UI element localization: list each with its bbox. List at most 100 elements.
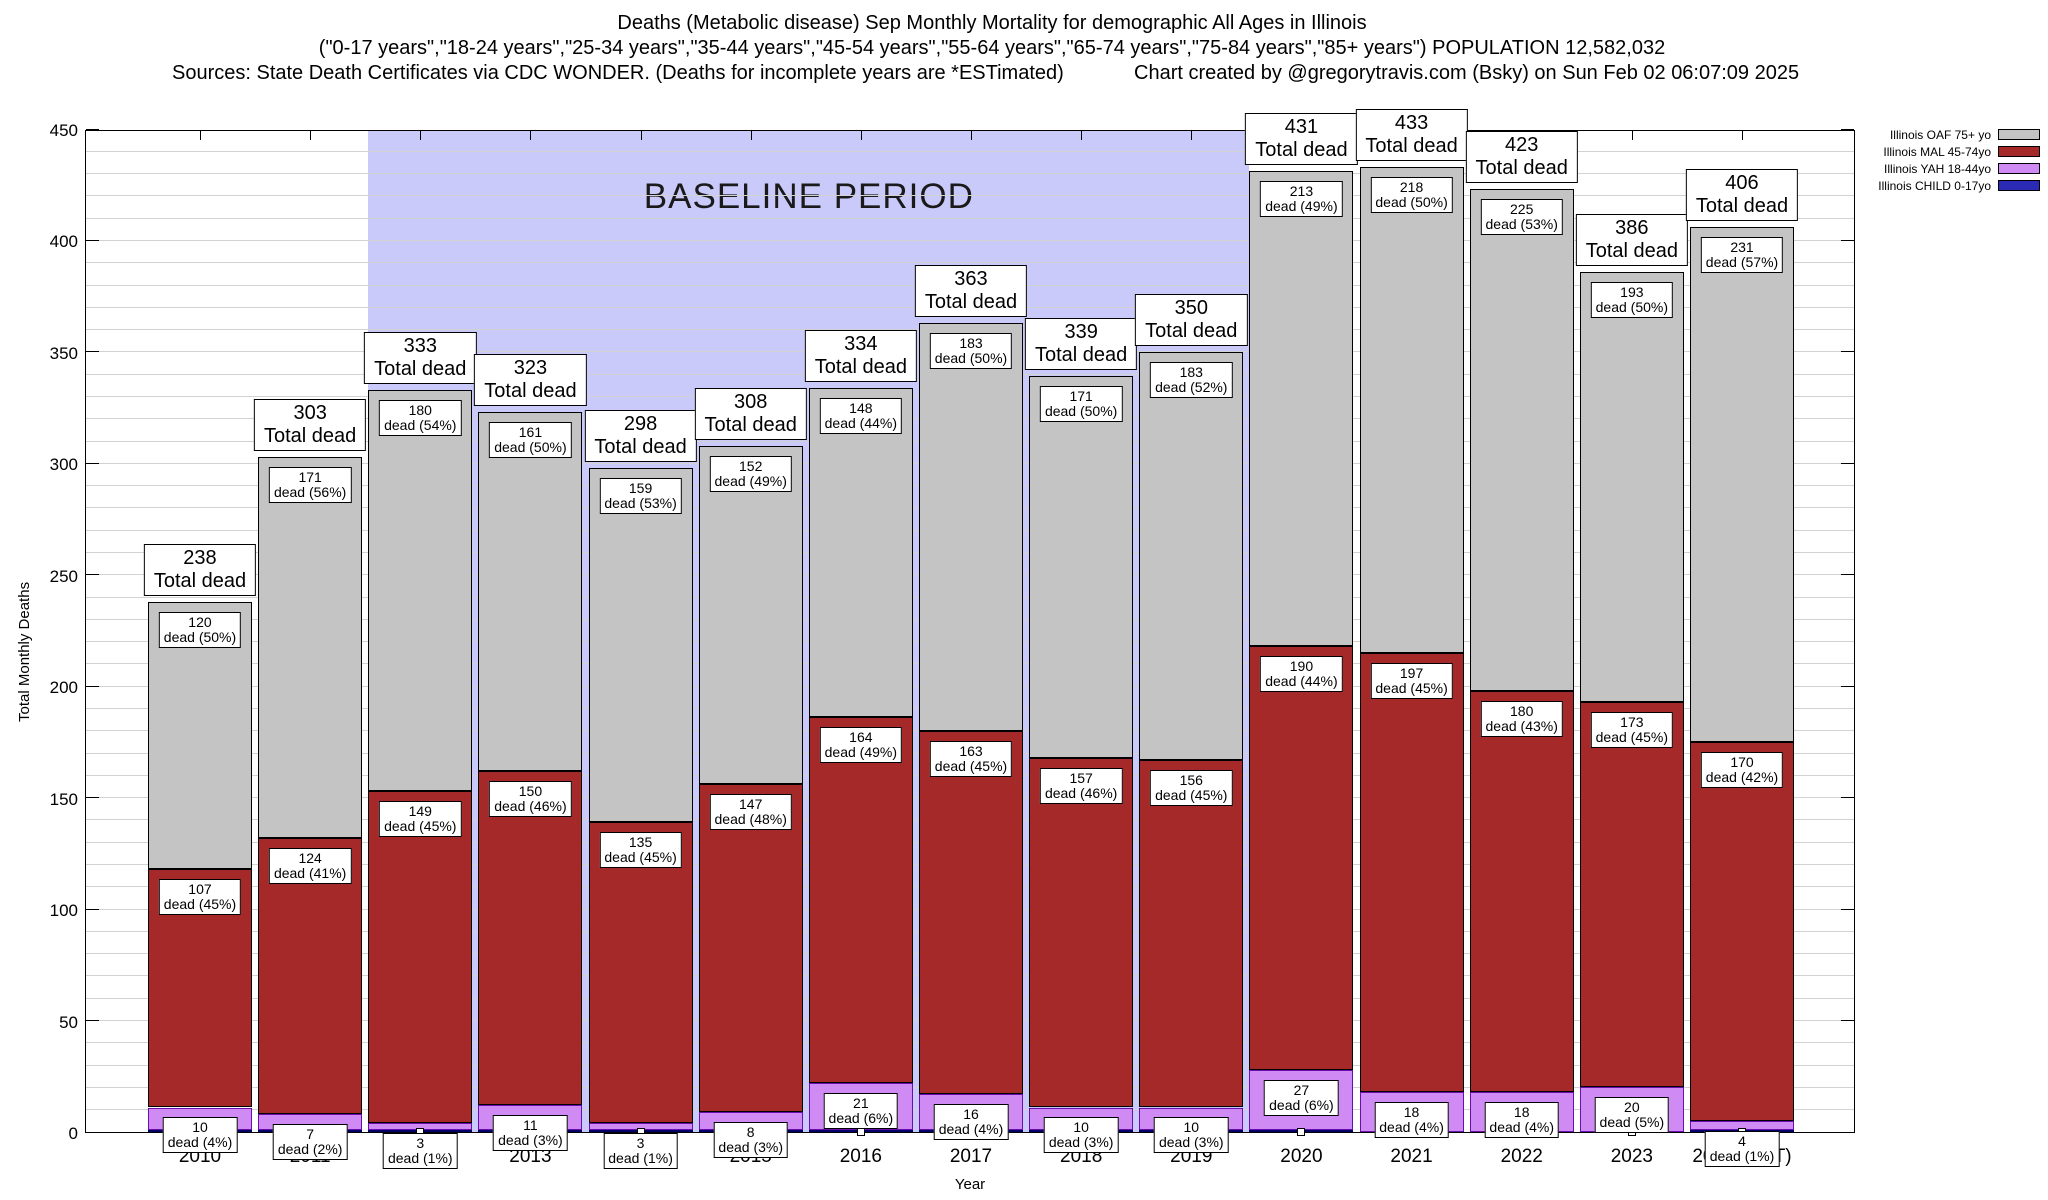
y-tick-mark xyxy=(86,128,99,130)
segment-label-mal: 156 dead (45%) xyxy=(1150,769,1233,806)
x-tick-mark xyxy=(1631,131,1633,140)
segment-label-oaf: 148 dead (44%) xyxy=(819,397,903,434)
legend-item-yah: Illinois YAH 18-44yo xyxy=(1810,160,2040,177)
segment-label-yah: 10 dead (3%) xyxy=(1043,1117,1119,1154)
sources-note: Sources: State Death Certificates via CD… xyxy=(172,62,1064,84)
total-label: 308 Total dead xyxy=(694,387,807,440)
h-gridline xyxy=(86,217,1854,219)
total-label: 333 Total dead xyxy=(364,331,477,384)
y-tick-mark xyxy=(86,797,99,799)
bar-segment-oaf xyxy=(1469,189,1574,691)
bar-segment-mal xyxy=(258,837,363,1115)
legend: Illinois OAF 75+ yo Illinois MAL 45-74yo I… xyxy=(1810,126,2040,194)
y-tick-mark xyxy=(86,239,99,241)
segment-label-mal: 107 dead (45%) xyxy=(158,878,242,915)
segment-label-oaf: 225 dead (53%) xyxy=(1480,199,1563,236)
segment-label-oaf: 180 dead (54%) xyxy=(379,399,462,436)
h-gridline xyxy=(86,239,1854,241)
y-tick-label: 300 xyxy=(49,455,78,475)
bar-segment-mal xyxy=(1359,652,1464,1092)
year-tick-label: 2021 xyxy=(1390,1146,1433,1167)
legend-label: Illinois CHILD 0-17yo xyxy=(1878,178,1991,193)
x-axis-title: Year xyxy=(954,1176,986,1193)
y-tick-mark xyxy=(1841,797,1854,799)
point-marker xyxy=(1297,1128,1306,1136)
segment-label-oaf: 171 dead (56%) xyxy=(268,466,352,503)
segment-label-yah: 8 dead (3%) xyxy=(713,1121,788,1158)
bar-segment-mal xyxy=(588,822,693,1124)
y-tick-mark xyxy=(1841,239,1854,241)
segment-label-yah: 4 dead (1%) xyxy=(1704,1130,1780,1167)
bar-segment-oaf xyxy=(919,322,1023,731)
x-tick-mark xyxy=(971,131,972,140)
segment-label-yah: 21 dead (6%) xyxy=(823,1092,899,1129)
y-tick-mark xyxy=(86,1131,99,1133)
y-tick-label: 250 xyxy=(49,566,78,586)
point-marker xyxy=(856,1128,865,1136)
segment-label-oaf: 183 dead (52%) xyxy=(1150,361,1233,398)
segment-label-yah: 7 dead (2%) xyxy=(272,1124,348,1161)
total-label: 406 Total dead xyxy=(1685,169,1799,222)
credit-note: Chart created by @gregorytravis.com (Bsk… xyxy=(1134,62,1800,84)
bar-segment-mal xyxy=(1469,690,1574,1092)
total-label: 339 Total dead xyxy=(1024,318,1138,371)
segment-label-yah: 11 dead (3%) xyxy=(493,1115,568,1152)
bar-segment-oaf xyxy=(1139,351,1244,760)
segment-label-oaf: 159 dead (53%) xyxy=(599,477,682,514)
segment-label-oaf: 193 dead (50%) xyxy=(1590,281,1674,318)
baseline-period-label: BASELINE PERIOD xyxy=(643,177,974,216)
y-tick-mark xyxy=(86,1020,99,1022)
total-label: 334 Total dead xyxy=(804,329,917,382)
y-tick-label: 150 xyxy=(49,789,78,809)
y-tick-label: 50 xyxy=(59,1012,78,1032)
y-tick-mark xyxy=(1841,908,1854,910)
y-tick-mark xyxy=(1841,1020,1854,1022)
segment-label-yah: 10 dead (4%) xyxy=(162,1117,238,1154)
h-gridline xyxy=(86,150,1854,152)
bar-segment-mal xyxy=(1690,741,1794,1121)
year-tick-label: 2020 xyxy=(1280,1146,1323,1167)
y-tick-label: 100 xyxy=(49,901,78,921)
segment-label-mal: 149 dead (45%) xyxy=(379,800,462,837)
segment-label-yah: 3 dead (1%) xyxy=(382,1133,458,1170)
bar-segment-oaf xyxy=(1249,171,1354,647)
legend-item-oaf: Illinois OAF 75+ yo xyxy=(1810,126,2040,143)
year-tick-label: 2017 xyxy=(949,1146,993,1167)
total-label: 238 Total dead xyxy=(143,543,257,596)
bar-segment-mal xyxy=(808,717,913,1083)
total-label: 303 Total dead xyxy=(253,398,367,451)
y-tick-label: 0 xyxy=(68,1124,78,1143)
y-tick-mark xyxy=(1841,574,1854,576)
segment-label-mal: 190 dead (44%) xyxy=(1260,656,1343,693)
segment-label-yah: 18 dead (4%) xyxy=(1484,1101,1559,1138)
legend-label: Illinois OAF 75+ yo xyxy=(1889,127,1991,142)
x-tick-mark xyxy=(1742,131,1743,140)
bar-segment-mal xyxy=(478,770,583,1106)
total-label: 431 Total dead xyxy=(1245,113,1358,166)
y-tick-mark xyxy=(86,351,99,353)
segment-label-oaf: 231 dead (57%) xyxy=(1700,237,1784,274)
y-tick-mark xyxy=(1841,685,1854,687)
bar-segment-mal xyxy=(919,730,1023,1095)
segment-label-mal: 170 dead (42%) xyxy=(1700,751,1784,788)
segment-label-mal: 147 dead (48%) xyxy=(709,794,792,831)
y-tick-mark xyxy=(86,574,99,576)
legend-swatch-mal xyxy=(1998,146,2040,157)
y-tick-mark xyxy=(86,908,99,910)
segment-label-mal: 163 dead (45%) xyxy=(929,740,1013,777)
y-tick-label: 450 xyxy=(49,121,78,140)
total-label: 323 Total dead xyxy=(474,354,587,407)
total-label: 350 Total dead xyxy=(1135,293,1248,346)
plot-area: BASELINE PERIOD 0 50 100 150 200 250 300 350 400 4… xyxy=(50,108,1855,1170)
y-tick-mark xyxy=(86,462,99,464)
bar-segment-oaf xyxy=(698,445,803,785)
bar-segment-oaf xyxy=(478,412,583,771)
segment-label-yah: 18 dead (4%) xyxy=(1374,1101,1449,1138)
chart-subtitle-demographics: ("0-17 years","18-24 years","25-34 years… xyxy=(318,37,1666,59)
y-tick-mark xyxy=(1841,351,1854,353)
bar-segment-oaf xyxy=(368,389,473,791)
bar-segment-mal xyxy=(698,784,803,1112)
chart-title: Deaths (Metabolic disease) Sep Monthly M… xyxy=(617,12,1367,34)
total-label: 423 Total dead xyxy=(1465,131,1578,184)
